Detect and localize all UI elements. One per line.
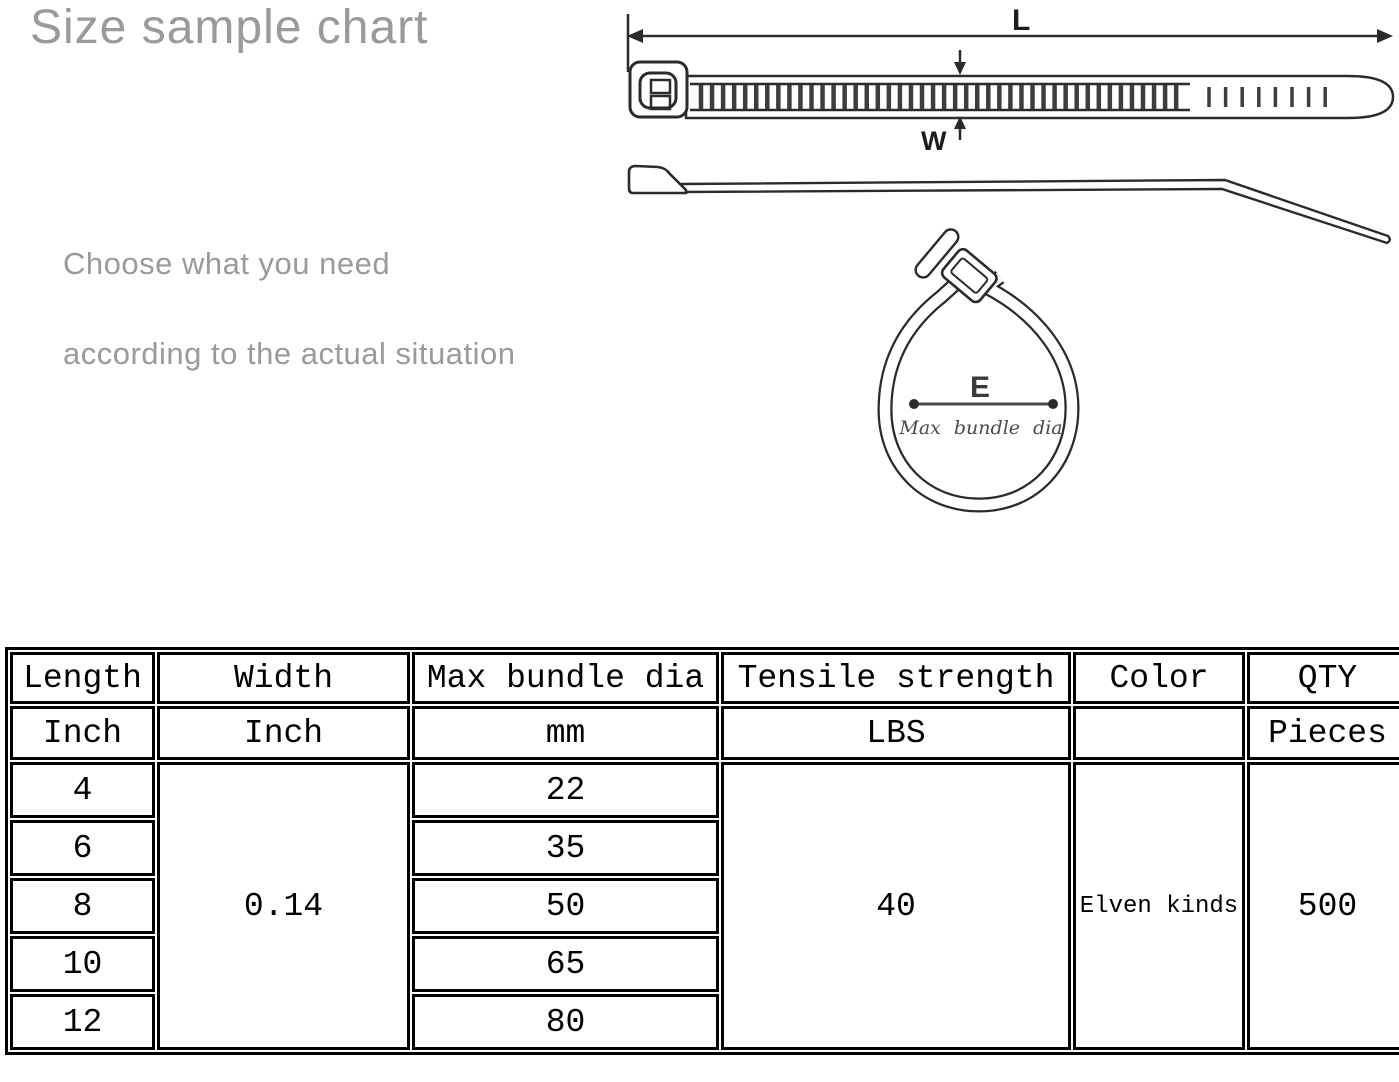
- width-dimension-arrow: [954, 50, 966, 140]
- length-cell: 6: [10, 820, 155, 876]
- strap-outline: [684, 74, 1395, 120]
- max-bundle-dia-cell: 65: [412, 936, 719, 992]
- tie-head-loop: [940, 247, 998, 304]
- max-bundle-dia-cell: 22: [412, 762, 719, 818]
- side-strap: [678, 178, 1391, 245]
- strap-ribs: [698, 85, 1179, 109]
- qty-cell: 500: [1247, 762, 1399, 1050]
- note-line-2: according to the actual situation: [63, 336, 516, 371]
- page-title: Size sample chart: [30, 1, 429, 54]
- table-row: 8 50: [10, 878, 1399, 934]
- header-tensile-strength: Tensile strength: [721, 652, 1071, 704]
- header-width: Width: [157, 652, 410, 704]
- tensile-strength-cell: 40: [721, 762, 1071, 1050]
- size-table: Length Width Max bundle dia Tensile stre…: [5, 647, 1399, 1055]
- header-length: Length: [10, 652, 155, 704]
- tie-head-side: [627, 164, 688, 195]
- max-bundle-dia-cell: 35: [412, 820, 719, 876]
- max-bundle-dia-cell: 80: [412, 994, 719, 1050]
- header-max-bundle-dia: Max bundle dia: [412, 652, 719, 704]
- note-line-1: Choose what you need: [63, 246, 391, 281]
- table-row: 12 80: [10, 994, 1399, 1050]
- unit-width: Inch: [157, 706, 410, 760]
- table-header-row: Length Width Max bundle dia Tensile stre…: [10, 652, 1399, 704]
- cable-tie-side-view: [627, 164, 1391, 245]
- unit-tensile-strength: LBS: [721, 706, 1071, 760]
- unit-length: Inch: [10, 706, 155, 760]
- length-cell: 4: [10, 762, 155, 818]
- tie-head-top: [628, 60, 689, 119]
- loop-tail: [914, 228, 960, 279]
- max-bundle-dia-cell: 50: [412, 878, 719, 934]
- strap-tip-serrations: [1207, 87, 1327, 107]
- table-units-row: Inch Inch mm LBS Pieces: [10, 706, 1399, 760]
- table-row: 6 35: [10, 820, 1399, 876]
- bundle-diameter-label: E: [970, 371, 990, 404]
- bundle-diameter-dimension: [909, 399, 1058, 409]
- table-row: 4 0.14 22 40 Elven kinds 500: [10, 762, 1399, 1050]
- color-cell: Elven kinds: [1073, 762, 1245, 1050]
- unit-color: [1073, 706, 1245, 760]
- cable-tie-top-view: L W: [626, 4, 1395, 156]
- cable-tie-loop-view: E Max bundle dia: [877, 228, 1080, 513]
- length-cell: 8: [10, 878, 155, 934]
- cable-tie-diagram: L W: [626, 4, 1395, 513]
- length-cell: 10: [10, 936, 155, 992]
- table-row: 10 65: [10, 936, 1399, 992]
- length-label: L: [1012, 4, 1030, 37]
- header-qty: QTY: [1247, 652, 1399, 704]
- width-label: W: [921, 126, 947, 156]
- width-cell: 0.14: [157, 762, 410, 1050]
- length-dimension-arrow: [626, 14, 1393, 72]
- length-cell: 12: [10, 994, 155, 1050]
- unit-max-bundle-dia: mm: [412, 706, 719, 760]
- header-color: Color: [1073, 652, 1245, 704]
- unit-qty: Pieces: [1247, 706, 1399, 760]
- bundle-diameter-caption: Max bundle dia: [898, 417, 1062, 439]
